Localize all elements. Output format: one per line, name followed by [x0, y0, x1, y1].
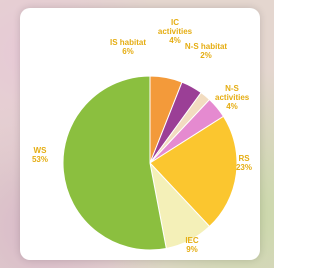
label-value: 53% [25, 155, 55, 164]
label-value: 23% [229, 163, 259, 172]
label-value: 2% [184, 51, 228, 60]
label-name: WS [25, 146, 55, 155]
label-name: RS [229, 154, 259, 163]
label-value: 9% [177, 245, 207, 254]
label-name: N-S activities [215, 84, 249, 102]
label-name: IS habitat [108, 38, 148, 47]
label-name: IC activities [153, 18, 197, 36]
label-name: N-S habitat [184, 42, 228, 51]
label-value: 6% [108, 47, 148, 56]
label-name: IEC [177, 236, 207, 245]
label-value: 4% [215, 102, 249, 111]
